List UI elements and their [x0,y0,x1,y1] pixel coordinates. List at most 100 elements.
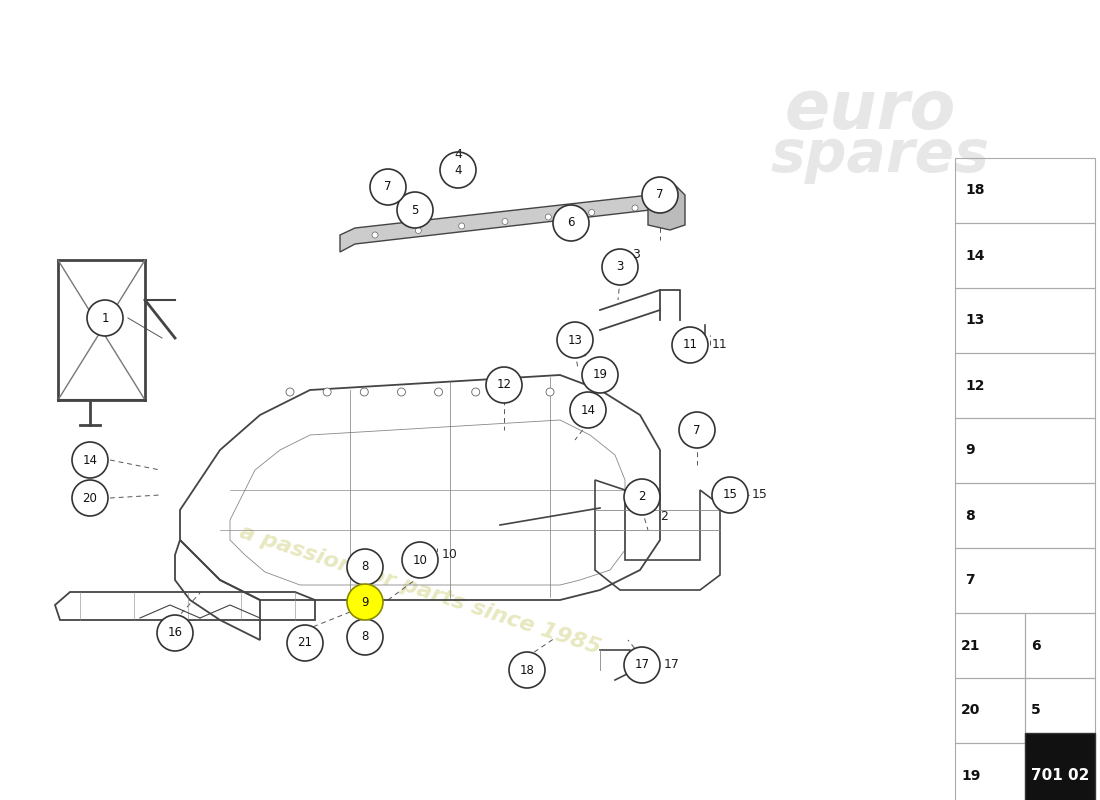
Bar [955,158,1094,223]
Text: 7: 7 [657,189,663,202]
Text: 12: 12 [496,378,512,391]
Circle shape [679,412,715,448]
Text: 701 02: 701 02 [1031,768,1089,783]
Circle shape [87,300,123,336]
Circle shape [557,322,593,358]
Bar [1025,734,1094,800]
Circle shape [434,388,442,396]
Circle shape [157,615,192,651]
Circle shape [323,388,331,396]
Text: 18: 18 [965,183,985,198]
Circle shape [553,205,588,241]
Circle shape [672,327,708,363]
Text: 14: 14 [965,249,985,262]
Circle shape [287,625,323,661]
Circle shape [642,177,678,213]
Bar [955,353,1094,418]
Text: 6: 6 [568,217,574,230]
Bar [955,613,1025,678]
Text: 6: 6 [1031,638,1041,653]
Circle shape [509,652,544,688]
Text: 8: 8 [361,561,368,574]
Text: 16: 16 [167,626,183,639]
Circle shape [346,584,383,620]
Circle shape [402,542,438,578]
Text: 13: 13 [965,314,985,327]
Circle shape [397,192,433,228]
Circle shape [712,477,748,513]
Text: 10: 10 [412,554,428,566]
Text: 8: 8 [965,509,975,522]
Circle shape [72,480,108,516]
Circle shape [688,420,707,440]
Bar [955,548,1094,613]
Bar [955,483,1094,548]
Circle shape [472,388,480,396]
Text: 2: 2 [660,510,668,523]
Text: 20: 20 [961,703,980,718]
Circle shape [397,388,406,396]
Text: 5: 5 [1031,703,1041,718]
Text: 9: 9 [361,595,368,609]
Circle shape [459,223,464,229]
Text: 19: 19 [593,369,607,382]
Text: 15: 15 [723,489,737,502]
Circle shape [486,367,522,403]
Bar [1025,613,1094,678]
Circle shape [588,210,595,215]
Circle shape [509,388,517,396]
Text: 5: 5 [411,203,419,217]
Circle shape [570,392,606,428]
Circle shape [624,479,660,515]
Text: 12: 12 [965,378,985,393]
Text: 9: 9 [965,443,975,458]
Circle shape [502,218,508,225]
Text: 17: 17 [635,658,649,671]
Bar [955,223,1094,288]
Circle shape [632,205,638,211]
Circle shape [440,152,476,188]
Text: 3: 3 [616,261,624,274]
Circle shape [72,442,108,478]
Text: 7: 7 [384,181,392,194]
Circle shape [346,549,383,585]
Bar [1025,678,1094,743]
Text: 15: 15 [752,489,768,502]
Circle shape [624,647,660,683]
Text: 11: 11 [682,338,697,351]
Text: 10: 10 [442,549,458,562]
Circle shape [346,619,383,655]
Polygon shape [340,195,666,252]
Bar [955,678,1025,743]
Circle shape [372,232,378,238]
Text: 21: 21 [297,637,312,650]
Text: 19: 19 [961,769,980,782]
Text: 18: 18 [519,663,535,677]
Circle shape [416,227,421,234]
Bar [955,418,1094,483]
Text: 4: 4 [454,149,462,162]
Bar [955,288,1094,353]
Circle shape [582,357,618,393]
Text: 21: 21 [961,638,980,653]
Text: 3: 3 [632,249,640,262]
Text: 2: 2 [638,490,646,503]
Text: 8: 8 [361,630,368,643]
Text: 13: 13 [568,334,582,346]
Circle shape [370,169,406,205]
Circle shape [602,249,638,285]
Text: a passion for parts since 1985: a passion for parts since 1985 [236,522,603,658]
Text: 1: 1 [101,311,109,325]
Text: 4: 4 [454,163,462,177]
Circle shape [286,388,294,396]
Text: euro: euro [784,77,956,143]
Text: 11: 11 [712,338,728,351]
Text: 17: 17 [664,658,680,671]
Text: 14: 14 [581,403,595,417]
Text: 7: 7 [965,574,975,587]
Text: 20: 20 [82,491,98,505]
Text: spares: spares [770,126,990,183]
Text: 7: 7 [693,423,701,437]
Text: 14: 14 [82,454,98,466]
Circle shape [546,214,551,220]
